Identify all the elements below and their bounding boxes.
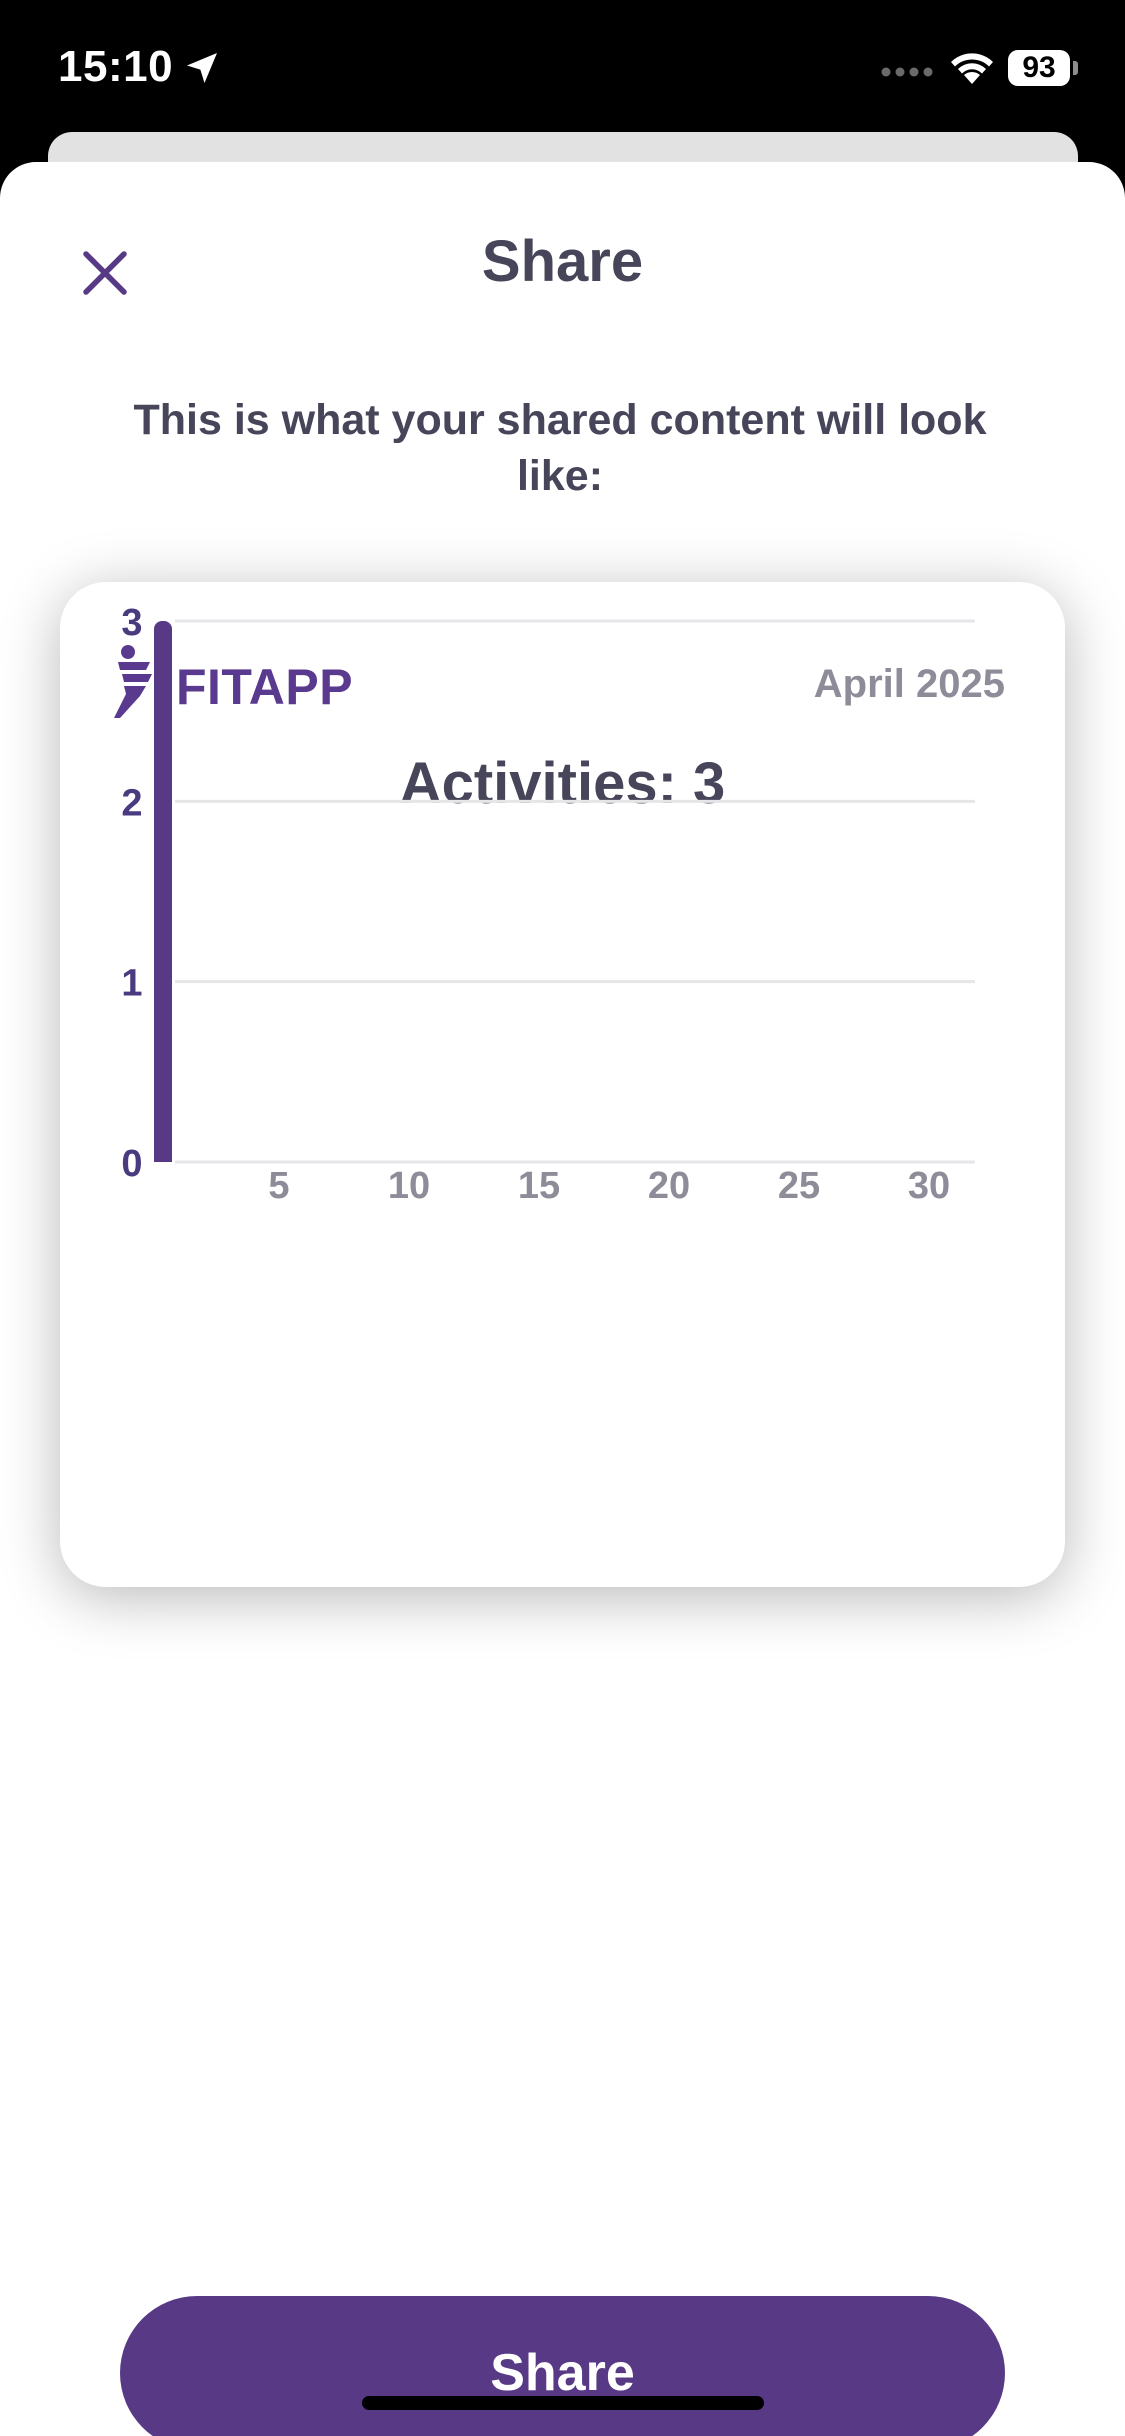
cellular-signal-icon xyxy=(881,67,933,77)
chart-bar xyxy=(154,621,172,1162)
battery-tip xyxy=(1073,61,1078,75)
status-bar: 15:10 93 xyxy=(0,0,1125,140)
runner-logo-icon xyxy=(114,645,152,718)
brand-name: FITAPP xyxy=(176,659,354,715)
x-tick-label: 30 xyxy=(908,1165,950,1207)
battery-indicator: 93 xyxy=(1008,50,1070,86)
y-tick-label: 3 xyxy=(121,602,142,644)
preview-description: This is what your shared content will lo… xyxy=(133,396,987,500)
y-tick-label: 0 xyxy=(121,1143,142,1185)
x-tick-label: 10 xyxy=(388,1165,430,1207)
share-button[interactable]: Share xyxy=(120,2296,1005,2436)
wifi-icon xyxy=(951,53,993,84)
y-tick-label: 1 xyxy=(121,963,142,1005)
sheet-title: Share xyxy=(481,229,644,294)
chart-bar-base xyxy=(154,1150,172,1162)
activities-heading: Activities: 3 xyxy=(399,751,726,816)
x-tick-label: 25 xyxy=(778,1165,820,1207)
status-time: 15:10 xyxy=(58,42,174,91)
x-tick-label: 20 xyxy=(648,1165,690,1207)
share-preview-card: FITAPP April 2025 Activities: 3 0 1 2 3 5 10 1… xyxy=(60,582,1065,1587)
close-icon[interactable] xyxy=(72,240,138,306)
home-indicator xyxy=(362,2396,764,2410)
activities-chart: 0 1 2 3 5 10 15 20 25 30 xyxy=(121,602,975,1207)
share-sheet: Share This is what your shared content w… xyxy=(0,162,1125,2436)
x-tick-label: 5 xyxy=(268,1165,289,1207)
y-tick-label: 2 xyxy=(121,782,142,824)
period-label: April 2025 xyxy=(813,662,1005,706)
x-tick-label: 15 xyxy=(518,1165,560,1207)
location-arrow-icon xyxy=(187,53,217,83)
